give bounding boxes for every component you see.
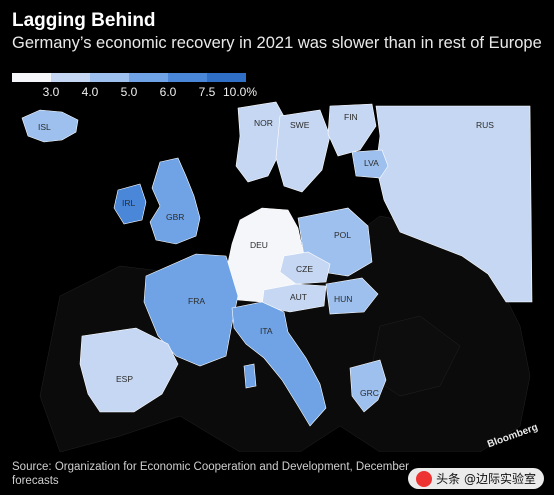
country-label-SWE: SWE — [290, 120, 310, 130]
country-label-AUT: AUT — [290, 292, 307, 302]
color-legend: 3.0 4.0 5.0 6.0 7.5 10.0% — [12, 73, 257, 99]
country-ITA-sardinia — [243, 363, 257, 389]
country-ESP — [79, 327, 179, 413]
legend-tick: 3.0 — [42, 85, 60, 99]
country-label-GRC: GRC — [360, 388, 379, 398]
country-GBR — [149, 157, 201, 245]
country-HUN — [325, 277, 379, 315]
country-SWE — [275, 109, 331, 193]
legend-tick: 5.0 — [120, 85, 138, 99]
country-label-POL: POL — [334, 230, 351, 240]
country-label-HUN: HUN — [334, 294, 352, 304]
watermark-text: 头条 @边际实验室 — [436, 472, 536, 486]
country-label-NOR: NOR — [254, 118, 273, 128]
legend-swatch — [12, 73, 51, 82]
legend-swatch — [129, 73, 168, 82]
legend-ticks: 3.0 4.0 5.0 6.0 7.5 10.0% — [12, 85, 257, 99]
country-LVA — [351, 149, 389, 179]
watermark-logo-icon — [416, 470, 433, 487]
country-IRL — [113, 183, 147, 225]
legend-swatch — [168, 73, 207, 82]
legend-tick: 6.0 — [159, 85, 177, 99]
europe-map-svg: ISL IRL GBR NOR SWE FIN RUS LVA DEU POL … — [21, 101, 533, 452]
legend-tick: 10.0% — [222, 85, 258, 99]
legend-swatch — [51, 73, 90, 82]
country-label-LVA: LVA — [364, 158, 379, 168]
legend-swatch — [207, 73, 246, 82]
country-label-IRL: IRL — [122, 198, 136, 208]
country-FIN — [327, 103, 377, 157]
country-label-DEU: DEU — [250, 240, 268, 250]
legend-swatch — [90, 73, 129, 82]
map-title: Lagging Behind — [12, 10, 156, 31]
country-ITA — [231, 301, 327, 427]
country-label-GBR: GBR — [166, 212, 184, 222]
source-note: Source: Organization for Economic Cooper… — [12, 461, 409, 487]
europe-map: ISL IRL GBR NOR SWE FIN RUS LVA DEU POL … — [0, 96, 554, 452]
legend-tick: 7.5 — [198, 85, 216, 99]
country-label-CZE: CZE — [296, 264, 313, 274]
country-FRA — [143, 253, 239, 367]
country-NOR — [235, 101, 287, 183]
country-GRC — [349, 359, 387, 413]
country-CZE — [279, 251, 331, 285]
watermark: 头条 @边际实验室 — [408, 468, 544, 489]
legend-tick: 4.0 — [81, 85, 99, 99]
country-label-FRA: FRA — [188, 296, 205, 306]
country-label-RUS: RUS — [476, 120, 494, 130]
country-label-ESP: ESP — [116, 374, 133, 384]
country-label-ITA: ITA — [260, 326, 273, 336]
map-subtitle: Germany’s economic recovery in 2021 was … — [12, 34, 542, 52]
legend-bar — [12, 73, 252, 82]
country-ISL — [21, 109, 79, 143]
country-label-ISL: ISL — [38, 122, 51, 132]
country-label-FIN: FIN — [344, 112, 358, 122]
